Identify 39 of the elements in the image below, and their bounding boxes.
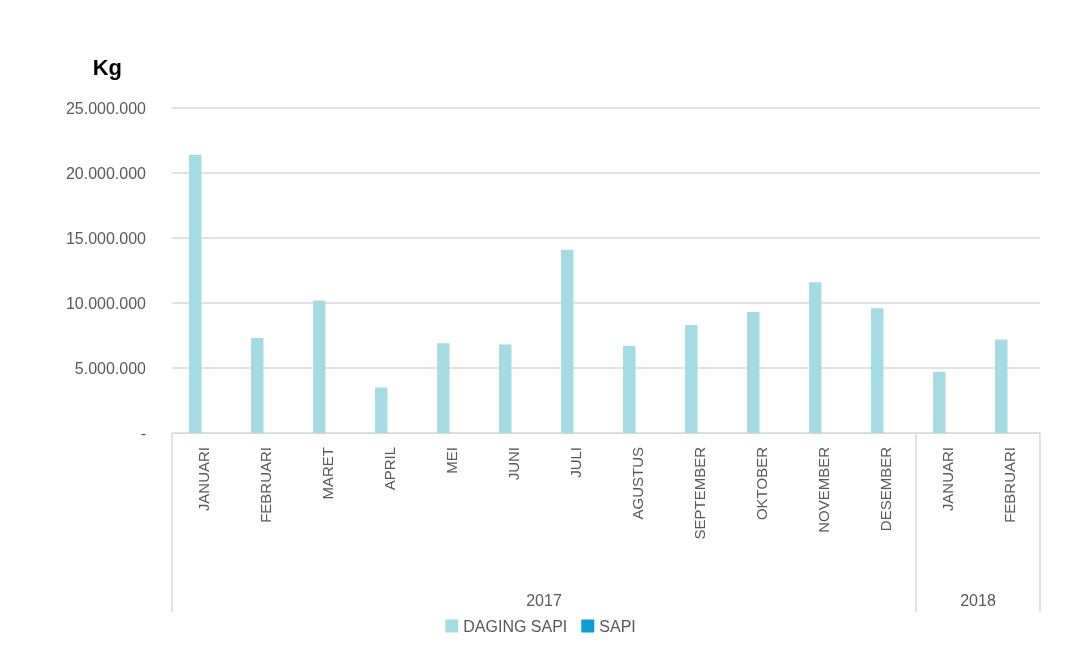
x-tick-label: JUNI [504,447,522,481]
bar [313,300,326,433]
bar [809,282,822,433]
x-tick-label: NOVEMBER [814,446,832,533]
bar [499,344,512,433]
x-tick-label: APRIL [380,447,398,491]
y-axis-title: Kg [92,54,122,80]
x-tick-label: FEBRUARI [1000,447,1018,523]
bar [623,345,636,433]
x-tick-label: JANUARI [938,447,956,512]
legend-label: SAPI [599,617,636,635]
bar [685,325,698,433]
x-tick-label: FEBRUARI [256,447,274,523]
bar [995,339,1008,433]
bar [561,249,574,433]
x-tick-label: MARET [318,447,336,500]
bar [189,154,202,433]
y-tick-label: - [140,424,146,442]
bar [871,308,884,433]
y-tick-label: 25.000.000 [65,99,147,117]
y-tick-label: 10.000.000 [65,294,147,312]
legend-label: DAGING SAPI [463,617,568,635]
x-tick-label: JANUARI [194,447,212,512]
x-tick-label: SEPTEMBER [690,446,708,540]
bar [375,387,388,433]
y-tick-label: 5.000.000 [74,359,147,377]
y-tick-label: 20.000.000 [65,164,147,182]
x-tick-label: OKTOBER [752,446,770,521]
x-tick-label: AGUSTUS [628,447,646,520]
x-tick-label: MEI [442,447,460,474]
y-tick-label: 15.000.000 [65,229,147,247]
x-tick-label: JULI [566,447,584,478]
text: 2017 [526,591,562,609]
bar [437,343,450,433]
bar [251,338,264,433]
x-tick-label: DESEMBER [876,446,894,532]
text: 2018 [960,591,996,609]
bar [747,312,760,433]
bar [933,371,946,433]
